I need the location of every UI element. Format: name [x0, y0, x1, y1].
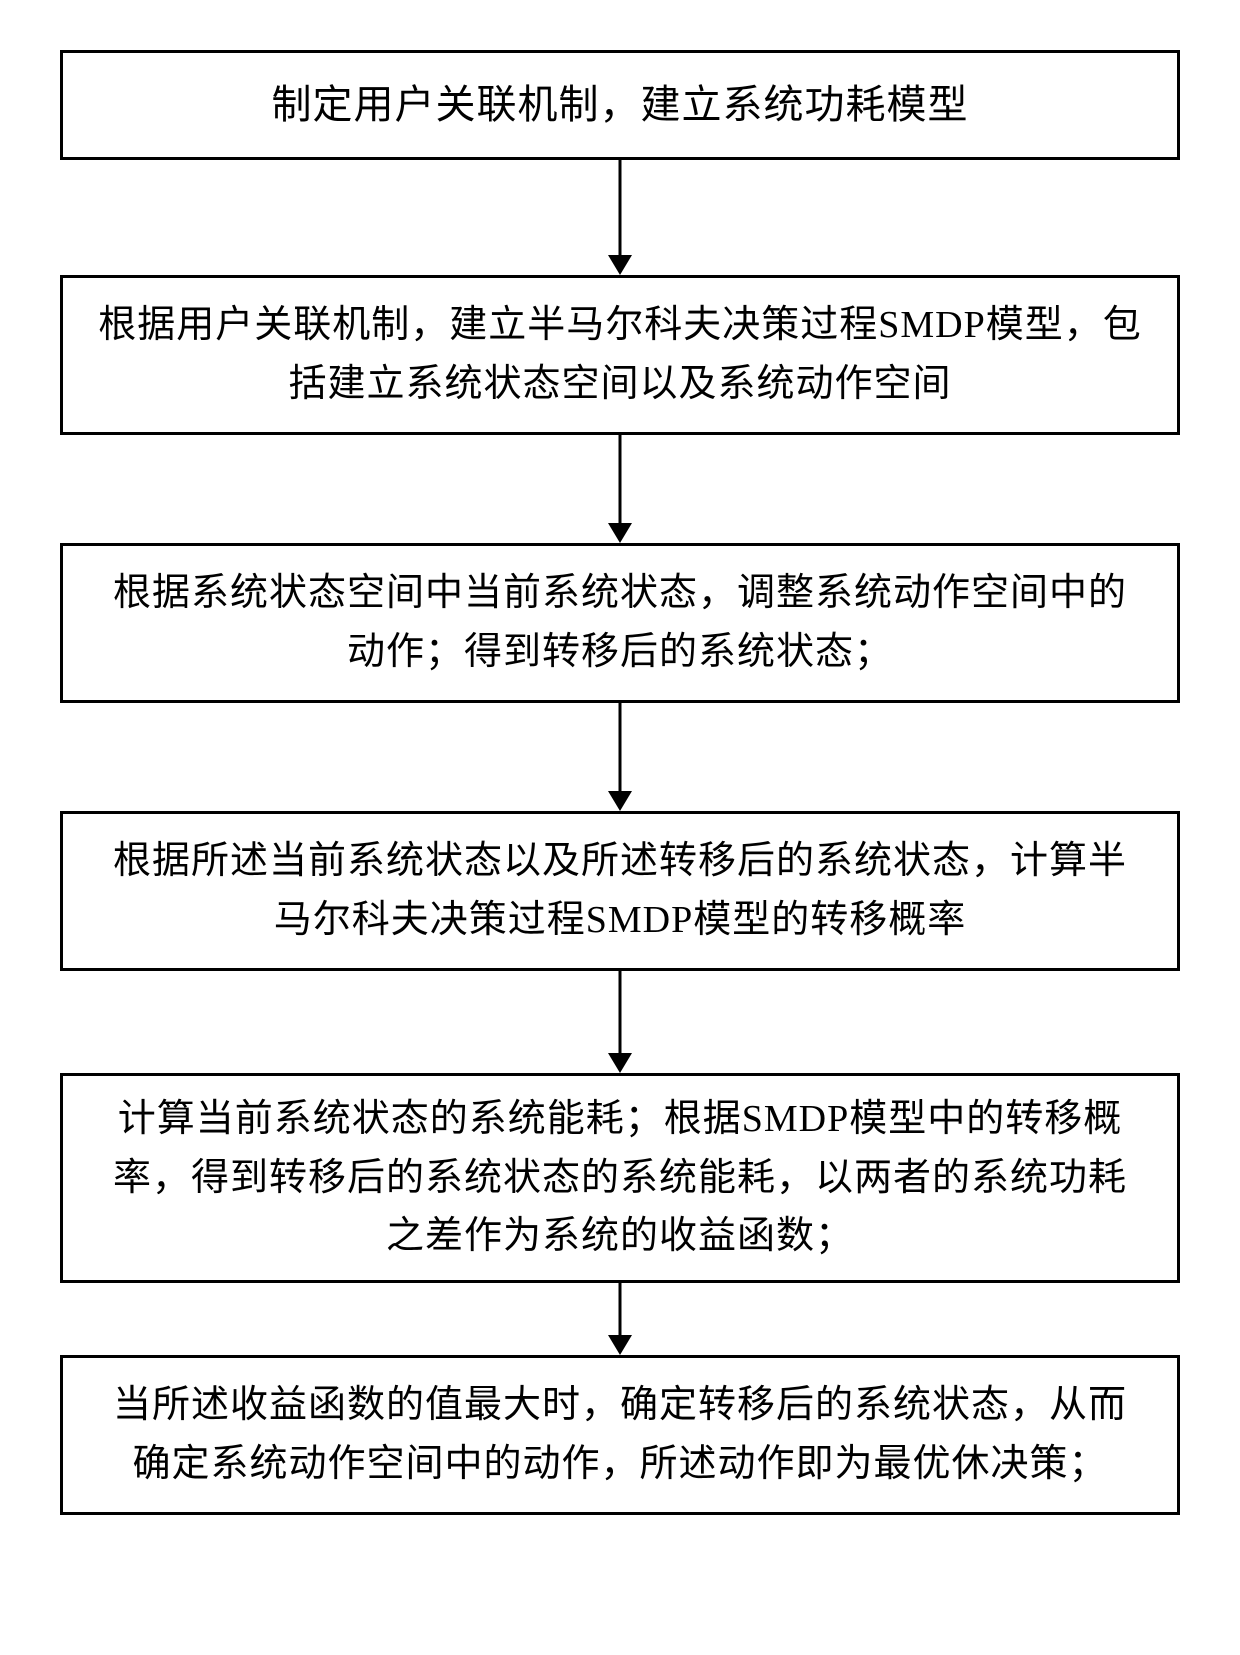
arrow-head-icon: [608, 255, 632, 275]
flow-step-3-label: 根据系统状态空间中当前系统状态，调整系统动作空间中的动作；得到转移后的系统状态；: [95, 564, 1145, 682]
flow-step-2-label: 根据用户关联机制，建立半马尔科夫决策过程SMDP模型，包括建立系统状态空间以及系…: [95, 296, 1145, 414]
flow-arrow-5: [619, 1283, 621, 1355]
flow-step-2: 根据用户关联机制，建立半马尔科夫决策过程SMDP模型，包括建立系统状态空间以及系…: [60, 275, 1180, 435]
flow-arrow-4: [619, 971, 621, 1073]
flow-step-4-label: 根据所述当前系统状态以及所述转移后的系统状态，计算半马尔科夫决策过程SMDP模型…: [95, 832, 1145, 950]
arrow-line: [619, 703, 622, 793]
arrow-line: [619, 160, 622, 257]
arrow-head-icon: [608, 791, 632, 811]
flow-step-6: 当所述收益函数的值最大时，确定转移后的系统状态，从而确定系统动作空间中的动作，所…: [60, 1355, 1180, 1515]
flow-arrow-1: [619, 160, 621, 275]
flow-arrow-3: [619, 703, 621, 811]
flow-step-4: 根据所述当前系统状态以及所述转移后的系统状态，计算半马尔科夫决策过程SMDP模型…: [60, 811, 1180, 971]
arrow-head-icon: [608, 1053, 632, 1073]
arrow-line: [619, 971, 622, 1055]
flow-step-5: 计算当前系统状态的系统能耗；根据SMDP模型中的转移概率，得到转移后的系统状态的…: [60, 1073, 1180, 1283]
flow-step-5-label: 计算当前系统状态的系统能耗；根据SMDP模型中的转移概率，得到转移后的系统状态的…: [95, 1090, 1145, 1267]
arrow-head-icon: [608, 523, 632, 543]
flow-step-1-label: 制定用户关联机制，建立系统功耗模型: [272, 75, 969, 135]
flow-arrow-2: [619, 435, 621, 543]
flowchart-container: 制定用户关联机制，建立系统功耗模型 根据用户关联机制，建立半马尔科夫决策过程SM…: [0, 0, 1240, 1655]
flow-step-6-label: 当所述收益函数的值最大时，确定转移后的系统状态，从而确定系统动作空间中的动作，所…: [95, 1376, 1145, 1494]
arrow-line: [619, 1283, 622, 1337]
flow-step-1: 制定用户关联机制，建立系统功耗模型: [60, 50, 1180, 160]
flow-step-3: 根据系统状态空间中当前系统状态，调整系统动作空间中的动作；得到转移后的系统状态；: [60, 543, 1180, 703]
arrow-head-icon: [608, 1335, 632, 1355]
arrow-line: [619, 435, 622, 525]
